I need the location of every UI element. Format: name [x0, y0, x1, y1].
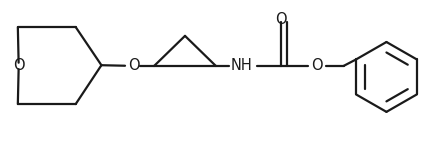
Text: O: O: [276, 12, 287, 26]
Text: O: O: [13, 58, 25, 73]
Text: O: O: [311, 58, 323, 73]
Text: O: O: [128, 58, 139, 73]
Text: NH: NH: [231, 58, 252, 73]
